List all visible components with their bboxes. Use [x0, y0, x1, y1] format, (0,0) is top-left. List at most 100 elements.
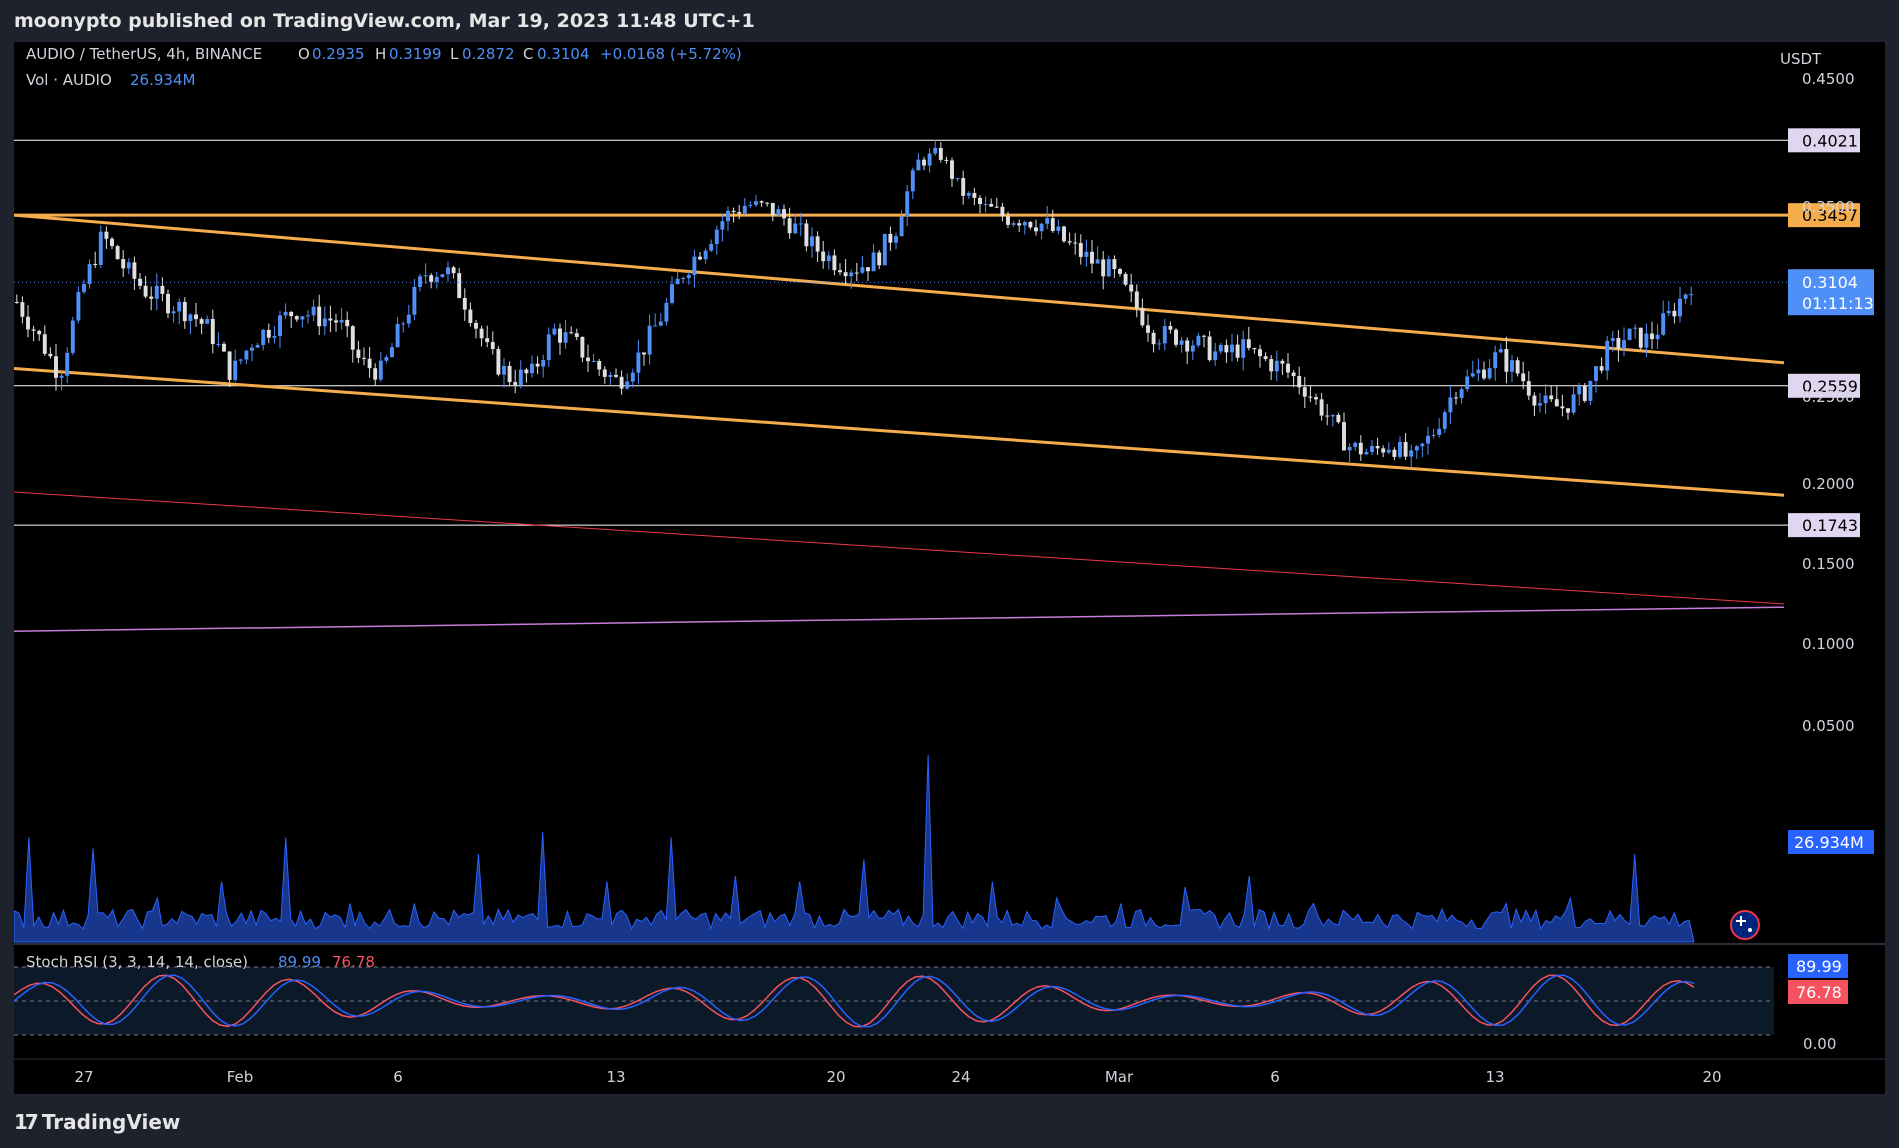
candle-body — [950, 160, 954, 179]
candle-body — [1274, 360, 1279, 372]
candle-body — [194, 314, 198, 320]
candle-body — [1364, 452, 1369, 455]
candle-body — [160, 285, 165, 294]
candle-body — [518, 369, 523, 385]
y-tick-label: 0.3500 — [1802, 198, 1855, 216]
candle-body — [93, 263, 98, 265]
candle-body — [1549, 395, 1554, 400]
candle-body — [1151, 332, 1156, 345]
candle-body — [1599, 366, 1604, 371]
candle-body — [1633, 327, 1638, 329]
candle-body — [770, 202, 775, 216]
candle-body — [121, 259, 126, 269]
svg-text:89.99: 89.99 — [1796, 957, 1842, 976]
candle-body — [1224, 344, 1229, 353]
candle-body — [222, 343, 226, 352]
candle-body — [1683, 294, 1688, 299]
volume-area: 26.934M — [14, 754, 1874, 943]
candle-body — [339, 319, 344, 323]
candle-body — [1543, 395, 1548, 404]
candle-body — [311, 306, 316, 316]
price-axis: 0.4500 0.3500 0.2500 0.2000 0.1500 0.1000 0.05… — [1802, 70, 1855, 735]
time-axis: 27 Feb 6 13 20 24 Mar 6 13 20 — [74, 1068, 1721, 1086]
currency-label: USDT — [1780, 50, 1822, 68]
candle-body — [737, 212, 742, 214]
stoch-label: Stoch RSI (3, 3, 14, 14, close) — [26, 953, 248, 971]
candle-body — [356, 349, 361, 358]
candle-body — [580, 336, 585, 358]
candle-body — [843, 272, 848, 277]
candle-body — [1302, 387, 1307, 397]
candle-body — [182, 301, 187, 322]
candle-body — [451, 267, 456, 274]
candle-body — [1616, 338, 1621, 349]
price-chart-svg[interactable]: AUDIO / TetherUS, 4h, BINANCE O 0.2935 H… — [14, 42, 1885, 1094]
volume-label: Vol · AUDIO — [26, 71, 112, 89]
chart-panel[interactable]: AUDIO / TetherUS, 4h, BINANCE O 0.2935 H… — [14, 42, 1885, 1094]
candle-body — [166, 293, 170, 314]
candle-body — [653, 325, 658, 327]
chart-legend: AUDIO / TetherUS, 4h, BINANCE O 0.2935 H… — [26, 45, 742, 89]
australia-flag-icon — [1730, 910, 1760, 940]
change-value: +0.0168 (+5.72%) — [600, 45, 742, 63]
candle-body — [714, 229, 719, 244]
candle-body — [1190, 345, 1195, 352]
low-label: L — [450, 45, 459, 63]
x-tick-label: 6 — [393, 1068, 403, 1086]
candle-body — [1140, 308, 1145, 326]
candle-body — [1185, 340, 1190, 352]
candle-body — [1454, 397, 1458, 399]
candle-body — [250, 347, 254, 351]
candle-body — [126, 262, 131, 269]
candle-body — [205, 318, 210, 324]
candle-body — [59, 375, 64, 378]
candle-body — [479, 328, 484, 339]
open-value: 0.2935 — [312, 45, 365, 63]
candle-body — [367, 358, 372, 369]
candle-body — [838, 270, 842, 273]
candle-body — [115, 246, 120, 260]
channel-lower-line[interactable] — [14, 367, 1785, 497]
candle-body — [1666, 310, 1671, 314]
candle-body — [1286, 363, 1290, 373]
candle-body — [294, 316, 299, 320]
ema-lines — [14, 491, 1785, 632]
candle-body — [670, 284, 674, 303]
tradingview-logo[interactable]: 17 TradingView — [14, 1110, 180, 1134]
candle-body — [1650, 333, 1654, 340]
candle-body — [871, 252, 876, 272]
open-label: O — [298, 45, 310, 63]
candle-body — [905, 191, 910, 217]
candle-body — [961, 178, 966, 196]
candle-body — [384, 357, 389, 361]
candle-body — [373, 368, 378, 380]
candle-body — [1330, 414, 1335, 417]
candle-body — [1314, 397, 1318, 400]
candle-body — [1118, 269, 1122, 274]
candle-body — [1039, 223, 1044, 232]
candle-body — [1297, 376, 1302, 388]
candle-body — [630, 372, 635, 382]
x-tick-label: 13 — [1485, 1068, 1504, 1086]
candle-body — [1168, 326, 1173, 330]
candle-body — [1146, 325, 1150, 333]
candle-body — [642, 352, 646, 355]
candle-body — [810, 236, 814, 247]
candle-body — [966, 192, 971, 196]
candle-body — [1655, 334, 1660, 340]
candle-body — [910, 170, 915, 192]
candle-body — [765, 202, 770, 204]
candle-body — [300, 316, 305, 320]
candle-body — [1409, 450, 1414, 457]
candle-body — [1325, 415, 1330, 417]
candle-body — [423, 275, 428, 277]
candle-body — [1123, 273, 1128, 285]
candle-body — [1241, 339, 1246, 358]
level-badge — [1788, 203, 1860, 228]
channel-upper-line[interactable] — [14, 213, 1785, 365]
candle-body — [283, 311, 288, 316]
candle-body — [1258, 349, 1262, 357]
candle-body — [849, 272, 854, 277]
candle-body — [720, 221, 725, 230]
candle-body — [1448, 397, 1453, 413]
